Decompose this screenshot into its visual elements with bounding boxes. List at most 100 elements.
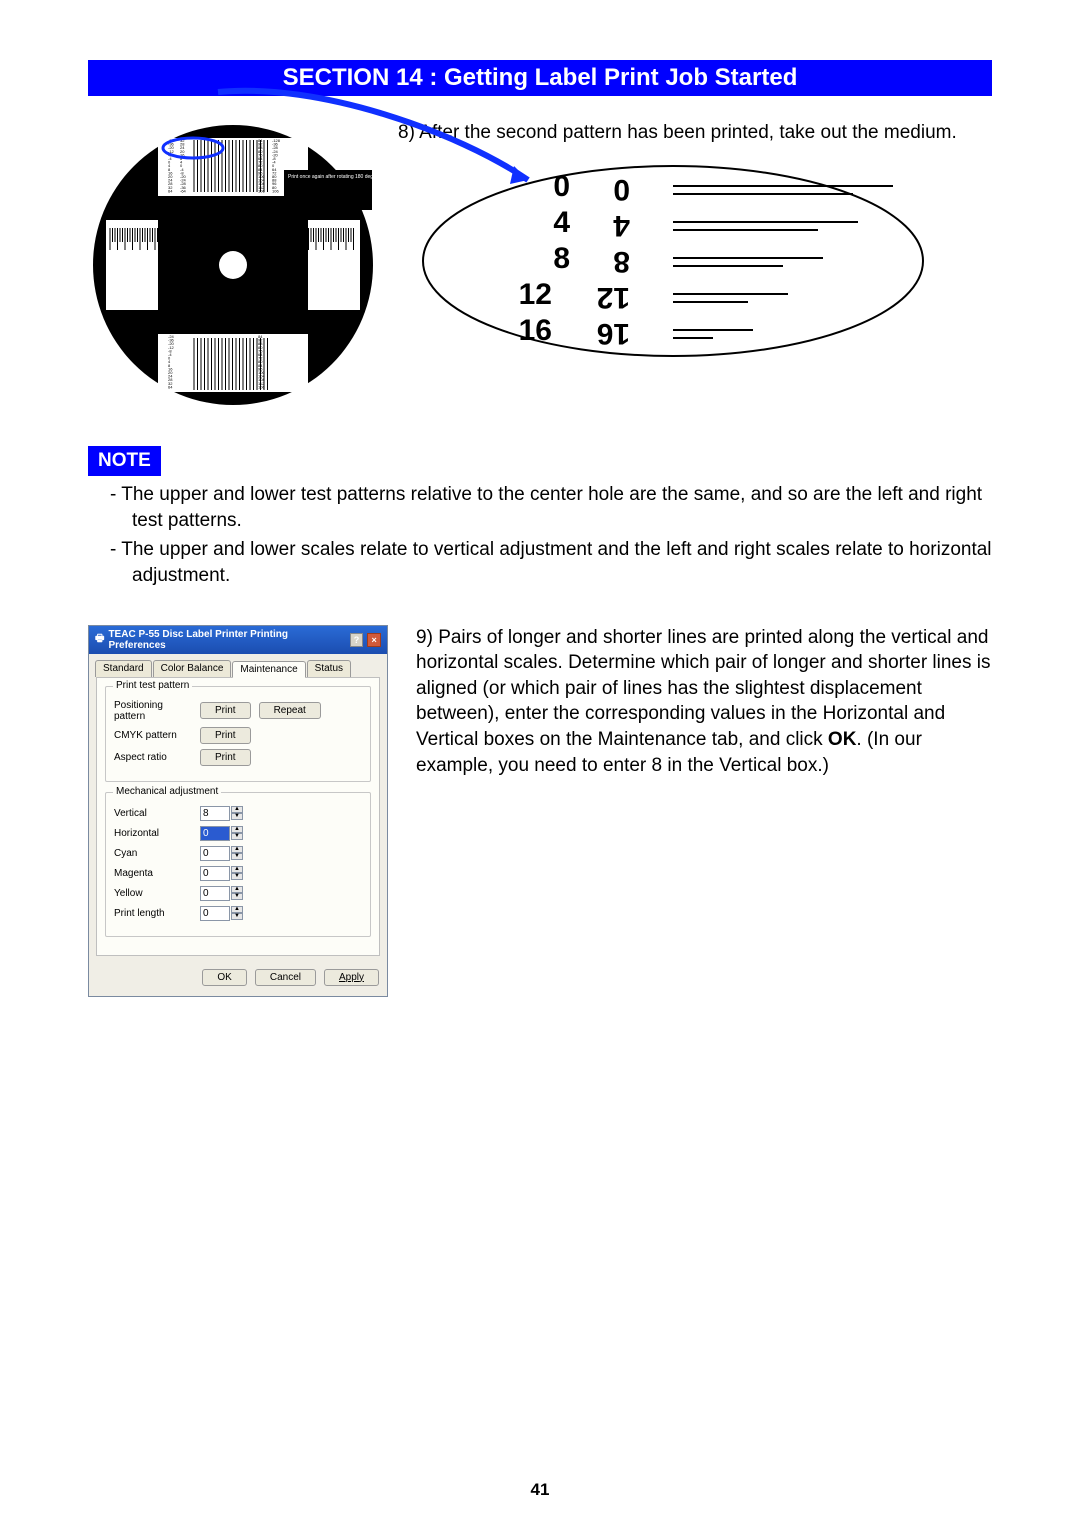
spinner-input[interactable] — [200, 906, 230, 921]
row-label: Yellow — [114, 888, 192, 899]
print-test-pattern-group: Print test pattern Positioning patternPr… — [105, 686, 371, 782]
print-button[interactable]: Print — [200, 749, 251, 766]
note-item: - The upper and lower test patterns rela… — [110, 482, 992, 533]
svg-text:4: 4 — [613, 209, 630, 242]
test-pattern-row: Positioning pattern Print Repeat — [114, 700, 362, 722]
cancel-button[interactable]: Cancel — [255, 969, 316, 986]
dialog-titlebar: 🖶 TEAC P-55 Disc Label Printer Printing … — [89, 626, 387, 654]
row-label: Positioning pattern — [114, 700, 192, 722]
disc-pattern-figure: -24-36-20-12-8-4048162024283264322824201… — [88, 120, 378, 410]
spin-up-icon[interactable]: ▲ — [231, 866, 243, 873]
help-button[interactable]: ? — [350, 633, 364, 647]
document-page: SECTION 14 : Getting Label Print Job Sta… — [0, 0, 1080, 1528]
horizontal-spinner[interactable]: ▲▼ — [200, 826, 243, 841]
spin-down-icon[interactable]: ▼ — [231, 913, 243, 920]
print-button[interactable]: Print — [200, 702, 251, 719]
adjustment-row: Cyan ▲▼ — [114, 846, 362, 861]
spin-up-icon[interactable]: ▲ — [231, 906, 243, 913]
magenta-spinner[interactable]: ▲▼ — [200, 866, 243, 881]
spin-down-icon[interactable]: ▼ — [231, 893, 243, 900]
ellipse-scale-figure: 0481216 0481216 — [398, 156, 948, 366]
step8-body: After the second pattern has been printe… — [419, 122, 957, 143]
svg-text:16: 16 — [519, 314, 552, 347]
spin-down-icon[interactable]: ▼ — [231, 833, 243, 840]
print-button[interactable]: Print — [200, 727, 251, 744]
spinner-input[interactable] — [200, 846, 230, 861]
step8-text: 8) After the second pattern has been pri… — [398, 120, 992, 146]
svg-text:8: 8 — [553, 242, 570, 275]
step9-row: 🖶 TEAC P-55 Disc Label Printer Printing … — [88, 625, 992, 997]
row-label: Print length — [114, 908, 192, 919]
test-pattern-row: Aspect ratio Print — [114, 749, 362, 766]
svg-text:64: 64 — [168, 384, 173, 389]
row-label: Magenta — [114, 868, 192, 879]
close-button[interactable]: × — [367, 633, 381, 647]
spin-down-icon[interactable]: ▼ — [231, 873, 243, 880]
tab-status[interactable]: Status — [307, 660, 351, 677]
spin-up-icon[interactable]: ▲ — [231, 846, 243, 853]
ellipse-svg: 0481216 0481216 — [398, 156, 948, 366]
row-label: Horizontal — [114, 828, 192, 839]
spin-up-icon[interactable]: ▲ — [231, 826, 243, 833]
dialog-footer: OK Cancel Apply — [89, 963, 387, 996]
tab-standard[interactable]: Standard — [95, 660, 152, 677]
note-section: NOTE - The upper and lower test patterns… — [88, 446, 992, 589]
yellow-spinner[interactable]: ▲▼ — [200, 886, 243, 901]
note-badge: NOTE — [88, 446, 161, 476]
spin-up-icon[interactable]: ▲ — [231, 886, 243, 893]
page-number: 41 — [0, 1480, 1080, 1500]
svg-text:-64: -64 — [180, 188, 187, 193]
print-length-spinner[interactable]: ▲▼ — [200, 906, 243, 921]
mechanical-adjustment-group: Mechanical adjustment Vertical▲▼Horizont… — [105, 792, 371, 937]
svg-text:4: 4 — [553, 206, 570, 239]
svg-text:0: 0 — [553, 170, 570, 203]
test-pattern-row: CMYK pattern Print — [114, 727, 362, 744]
svg-text:64: 64 — [168, 188, 173, 193]
preferences-dialog: 🖶 TEAC P-55 Disc Label Printer Printing … — [88, 625, 388, 997]
vertical-spinner[interactable]: ▲▼ — [200, 806, 243, 821]
step8-row: -24-36-20-12-8-4048162024283264322824201… — [88, 120, 992, 410]
apply-button[interactable]: Apply — [324, 969, 379, 986]
repeat-button[interactable]: Repeat — [259, 702, 321, 719]
svg-text:106: 106 — [258, 188, 265, 193]
spinner-input[interactable] — [200, 866, 230, 881]
note-item: - The upper and lower scales relate to v… — [110, 537, 992, 588]
step9-text: 9) Pairs of longer and shorter lines are… — [416, 625, 992, 779]
svg-text:106: 106 — [272, 188, 279, 193]
row-label: Cyan — [114, 848, 192, 859]
spinner-input[interactable] — [200, 806, 230, 821]
ok-button[interactable]: OK — [202, 969, 246, 986]
spin-down-icon[interactable]: ▼ — [231, 813, 243, 820]
dialog-tabs: StandardColor BalanceMaintenanceStatus — [89, 654, 387, 677]
step8-prefix: 8) — [398, 122, 415, 143]
note-list: - The upper and lower test patterns rela… — [88, 482, 992, 589]
maintenance-panel: Print test pattern Positioning pattern Pr… — [96, 677, 380, 956]
disc-callout-text: Print once again after rotating 180 degr… — [288, 174, 378, 180]
row-label: Aspect ratio — [114, 752, 192, 763]
dialog-title-text: TEAC P-55 Disc Label Printer Printing Pr… — [108, 629, 341, 651]
cyan-spinner[interactable]: ▲▼ — [200, 846, 243, 861]
adjustment-row: Yellow ▲▼ — [114, 886, 362, 901]
svg-text:106: 106 — [258, 384, 265, 389]
spinner-input[interactable] — [200, 886, 230, 901]
adjustment-row: Magenta ▲▼ — [114, 866, 362, 881]
svg-text:12: 12 — [519, 278, 552, 311]
adjustment-row: Horizontal ▲▼ — [114, 826, 362, 841]
tab-color-balance[interactable]: Color Balance — [153, 660, 232, 677]
spin-up-icon[interactable]: ▲ — [231, 806, 243, 813]
step9-prefix: 9) — [416, 627, 433, 648]
printer-icon: 🖶 — [95, 631, 104, 648]
adjustment-row: Print length ▲▼ — [114, 906, 362, 921]
group1-title: Print test pattern — [113, 680, 192, 691]
svg-text:0: 0 — [613, 173, 630, 206]
tab-maintenance[interactable]: Maintenance — [232, 661, 305, 678]
row-label: CMYK pattern — [114, 730, 192, 741]
step9-column: 9) Pairs of longer and shorter lines are… — [416, 625, 992, 997]
group2-title: Mechanical adjustment — [113, 786, 221, 797]
svg-text:8: 8 — [613, 245, 630, 278]
disc-svg: -24-36-20-12-8-4048162024283264322824201… — [88, 120, 378, 410]
step9-ok: OK — [828, 729, 857, 750]
spinner-input[interactable] — [200, 826, 230, 841]
spin-down-icon[interactable]: ▼ — [231, 853, 243, 860]
adjustment-row: Vertical▲▼ — [114, 806, 362, 821]
